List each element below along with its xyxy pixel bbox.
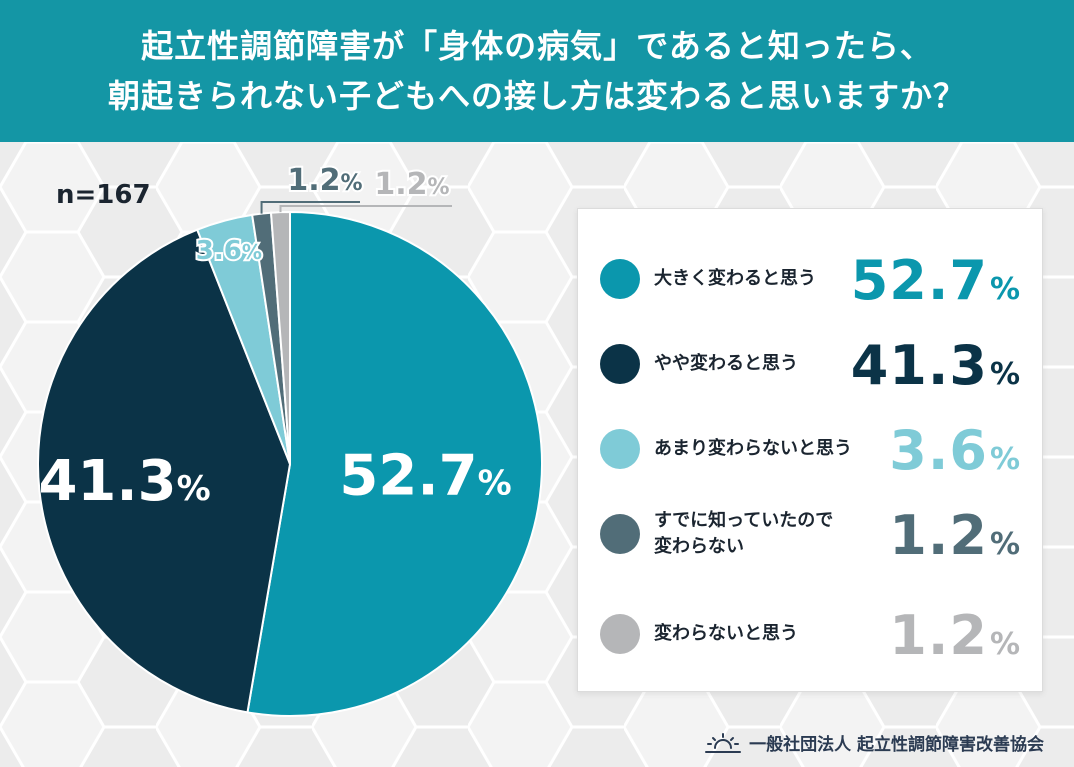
legend-item-5: 変わらないと思う 1.2% (578, 594, 1042, 674)
legend-panel: 大きく変わると思う 52.7% やや変わると思う 41.3% あまり変わらないと思う 3.… (577, 208, 1043, 692)
legend-value: 52.7% (851, 239, 1020, 319)
legend-swatch (600, 344, 640, 384)
legend-value-percent: % (989, 357, 1020, 392)
legend-swatch (600, 429, 640, 469)
legend-value-number: 1.2 (889, 604, 988, 667)
data-label-5: 1.2% (374, 167, 449, 202)
legend-label: やや変わると思う (654, 353, 798, 374)
callout-line-5 (279, 205, 452, 213)
legend-value: 1.2% (889, 494, 1020, 574)
legend-item-3: あまり変わらないと思う 3.6% (578, 409, 1042, 489)
legend-value-percent: % (989, 272, 1020, 307)
pie-slice-5 (269, 210, 291, 465)
legend-value-percent: % (989, 442, 1020, 477)
pie-chart: 52.7% 41.3% 3.6% 1.2% 1.2% (37, 161, 543, 717)
legend-label: すでに知っていたので 変わらない (654, 510, 834, 557)
legend-value-number: 41.3 (850, 334, 988, 397)
callout-line-4 (260, 201, 360, 214)
legend-swatch (600, 259, 640, 299)
data-label-4: 1.2% (287, 163, 362, 198)
data-label-2: 41.3% (38, 449, 210, 514)
footer-organization: 一般社団法人 起立性調節障害改善協会 (705, 730, 1044, 755)
pie-slice-1 (246, 210, 543, 717)
title-line-2: 朝起きられない子どもへの接し方は変わると思いますか？ (107, 77, 966, 115)
sample-size-label: n=167 (56, 180, 151, 210)
data-label-3: 3.6% (196, 236, 262, 266)
legend-label: 変わらないと思う (654, 623, 798, 644)
title-line-1: 起立性調節障害が「身体の病気」であると知ったら、 (141, 27, 933, 65)
legend-item-1: 大きく変わると思う 52.7% (578, 239, 1042, 319)
sunrise-icon (705, 732, 742, 753)
legend-value-percent: % (989, 527, 1020, 562)
legend-value: 41.3% (851, 324, 1020, 404)
legend-label: あまり変わらないと思う (654, 438, 852, 459)
data-label-1: 52.7% (339, 444, 511, 509)
legend-value-percent: % (989, 627, 1020, 662)
legend-item-2: やや変わると思う 41.3% (578, 324, 1042, 404)
legend-swatch (600, 514, 640, 554)
legend-value: 3.6% (889, 409, 1020, 489)
title-banner: 起立性調節障害が「身体の病気」であると知ったら、 朝起きられない子どもへの接し方… (0, 0, 1074, 142)
pie-slice-2 (37, 228, 292, 714)
legend-value-number: 1.2 (889, 504, 988, 567)
legend-label: 大きく変わると思う (654, 268, 816, 289)
legend-swatch (600, 614, 640, 654)
legend-value-number: 52.7 (850, 249, 988, 312)
legend-value-number: 3.6 (889, 419, 988, 482)
legend-value: 1.2% (889, 594, 1020, 674)
legend-item-4: すでに知っていたので 変わらない 1.2% (578, 494, 1042, 574)
organization-name: 一般社団法人 起立性調節障害改善協会 (749, 735, 1044, 755)
